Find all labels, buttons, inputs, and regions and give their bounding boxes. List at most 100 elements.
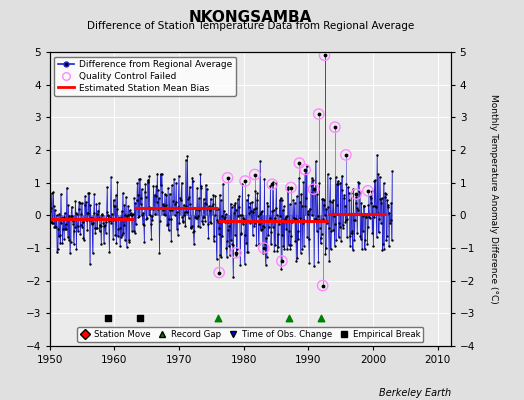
Point — [278, 258, 286, 264]
Point — [136, 201, 145, 207]
Point — [75, 200, 84, 207]
Point — [387, 200, 395, 206]
Point — [255, 210, 264, 217]
Point — [354, 179, 363, 185]
Point — [165, 216, 173, 222]
Point — [332, 236, 341, 243]
Point — [125, 237, 133, 244]
Point — [238, 212, 246, 218]
Point — [191, 206, 200, 212]
Point — [51, 224, 60, 230]
Point — [168, 182, 176, 189]
Point — [151, 210, 159, 217]
Point — [231, 232, 239, 238]
Point — [231, 200, 239, 206]
Point — [258, 226, 266, 232]
Point — [299, 179, 308, 186]
Point — [352, 194, 361, 200]
Point — [336, 180, 345, 186]
Point — [317, 315, 325, 322]
Point — [224, 219, 232, 225]
Point — [138, 212, 146, 218]
Point — [241, 260, 249, 267]
Point — [313, 191, 322, 197]
Point — [383, 197, 391, 204]
Point — [151, 192, 160, 199]
Text: Berkeley Earth: Berkeley Earth — [378, 388, 451, 398]
Point — [222, 245, 231, 251]
Point — [322, 245, 330, 252]
Point — [284, 184, 292, 190]
Point — [226, 200, 235, 207]
Point — [89, 220, 97, 226]
Point — [95, 228, 104, 234]
Point — [361, 237, 369, 243]
Point — [255, 220, 263, 227]
Point — [68, 213, 77, 220]
Point — [306, 218, 314, 224]
Point — [187, 225, 195, 232]
Point — [177, 180, 185, 186]
Point — [174, 172, 183, 179]
Point — [83, 227, 91, 234]
Point — [159, 201, 167, 208]
Text: Difference of Station Temperature Data from Regional Average: Difference of Station Temperature Data f… — [87, 21, 414, 31]
Point — [348, 246, 357, 253]
Point — [155, 250, 163, 256]
Point — [203, 185, 211, 192]
Point — [323, 220, 331, 227]
Point — [81, 193, 89, 200]
Point — [212, 256, 221, 262]
Point — [159, 203, 168, 209]
Point — [269, 179, 277, 186]
Point — [268, 181, 276, 188]
Point — [142, 194, 150, 200]
Point — [335, 220, 344, 226]
Point — [320, 52, 329, 58]
Point — [209, 201, 217, 208]
Point — [130, 230, 139, 236]
Point — [247, 208, 255, 214]
Point — [185, 184, 194, 190]
Point — [150, 191, 159, 198]
Point — [154, 187, 162, 193]
Point — [326, 246, 335, 252]
Point — [202, 182, 210, 188]
Point — [53, 245, 62, 252]
Point — [355, 180, 363, 187]
Point — [119, 229, 127, 236]
Point — [167, 216, 175, 222]
Point — [315, 180, 324, 186]
Point — [156, 171, 165, 177]
Point — [124, 212, 132, 218]
Point — [261, 240, 269, 247]
Point — [340, 192, 348, 198]
Point — [185, 194, 193, 200]
Point — [198, 218, 206, 224]
Point — [317, 235, 325, 241]
Point — [369, 214, 378, 220]
Point — [50, 224, 59, 230]
Point — [103, 184, 112, 190]
Point — [232, 250, 240, 256]
Point — [223, 174, 232, 181]
Point — [347, 190, 355, 197]
Point — [79, 235, 88, 241]
Point — [192, 214, 201, 221]
Point — [99, 216, 107, 222]
Point — [208, 205, 216, 211]
Point — [56, 240, 64, 246]
Point — [303, 208, 312, 214]
Point — [113, 206, 121, 212]
Point — [241, 231, 249, 238]
Point — [343, 234, 351, 240]
Point — [320, 202, 328, 208]
Point — [364, 188, 372, 194]
Point — [223, 174, 232, 181]
Point — [201, 200, 209, 206]
Point — [115, 225, 124, 231]
Point — [176, 195, 184, 201]
Point — [199, 214, 208, 220]
Point — [273, 248, 281, 254]
Point — [107, 174, 115, 181]
